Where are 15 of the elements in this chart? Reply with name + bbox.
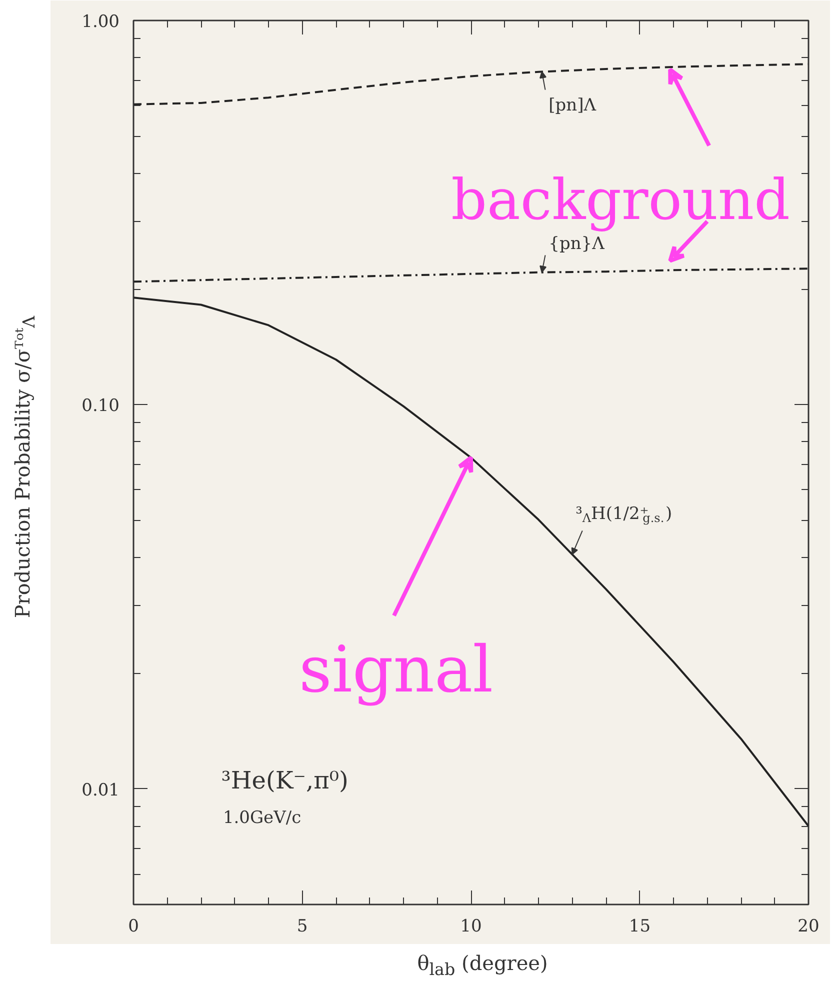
annotation: 1.0GeV/c	[222, 808, 302, 828]
x-tick-label: 10	[460, 916, 482, 936]
annotation: background	[451, 168, 790, 234]
x-axis-title: θ$_{lab}$ (degree)	[416, 950, 549, 981]
y-tick-label: 0.10	[82, 396, 120, 416]
series-label: {pn}Λ	[548, 234, 606, 254]
y-tick-label: 0.01	[82, 780, 120, 800]
series-label: [pn]Λ	[548, 96, 597, 116]
y-tick-label: 1.00	[82, 12, 120, 32]
annotation: signal	[299, 634, 494, 708]
annotation: ³He(K⁻,π⁰)	[221, 766, 348, 795]
x-tick-label: 0	[128, 916, 139, 936]
x-tick-label: 15	[628, 916, 651, 936]
x-tick-label: 5	[296, 916, 308, 936]
x-tick-label: 20	[798, 916, 820, 936]
